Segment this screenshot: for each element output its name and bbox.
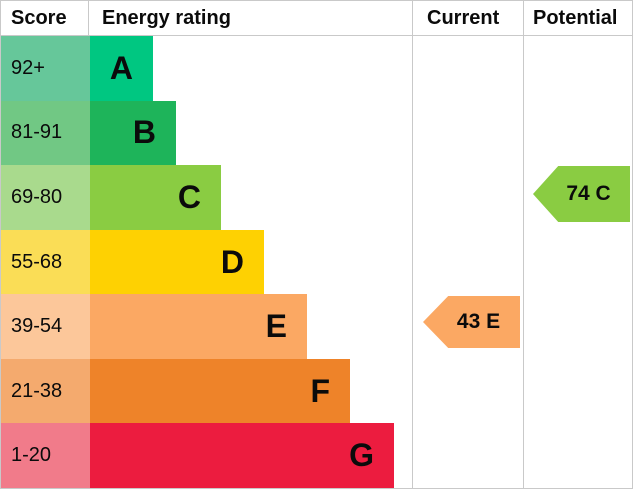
score-range-e: 39-54	[1, 294, 90, 359]
rating-bar-a: A	[90, 36, 153, 101]
rating-bar-b: B	[90, 100, 176, 166]
rating-bar-g: G	[90, 423, 394, 488]
header-score: Score	[11, 6, 67, 29]
divider-rating-current	[412, 1, 413, 488]
header-energy-rating: Energy rating	[102, 6, 231, 29]
score-range-g: 1-20	[1, 423, 90, 488]
rating-bar-e: E	[90, 294, 307, 359]
score-range-c: 69-80	[1, 165, 90, 230]
score-range-f: 21-38	[1, 358, 90, 424]
score-range-d: 55-68	[1, 229, 90, 295]
rating-bar-d: D	[90, 229, 264, 295]
header-row: Score Energy rating Current Potential	[1, 1, 632, 35]
band-row-b: 81-91 B	[1, 100, 632, 166]
rating-bar-c: C	[90, 165, 221, 230]
rating-bar-f: F	[90, 358, 350, 424]
band-row-d: 55-68 D	[1, 229, 632, 295]
band-row-a: 92+ A	[1, 36, 632, 101]
band-row-e: 39-54 E	[1, 294, 632, 359]
header-current: Current	[427, 6, 500, 29]
rating-bands: 92+ A 81-91 B 69-80 C 55-68 D 39-54 E 21…	[1, 36, 632, 488]
header-divider	[1, 35, 632, 36]
band-row-f: 21-38 F	[1, 358, 632, 424]
score-range-b: 81-91	[1, 100, 90, 166]
band-row-c: 69-80 C	[1, 165, 632, 230]
header-potential: Potential	[533, 6, 618, 29]
divider-current-potential	[523, 1, 524, 488]
band-row-g: 1-20 G	[1, 423, 632, 488]
score-range-a: 92+	[1, 36, 90, 101]
